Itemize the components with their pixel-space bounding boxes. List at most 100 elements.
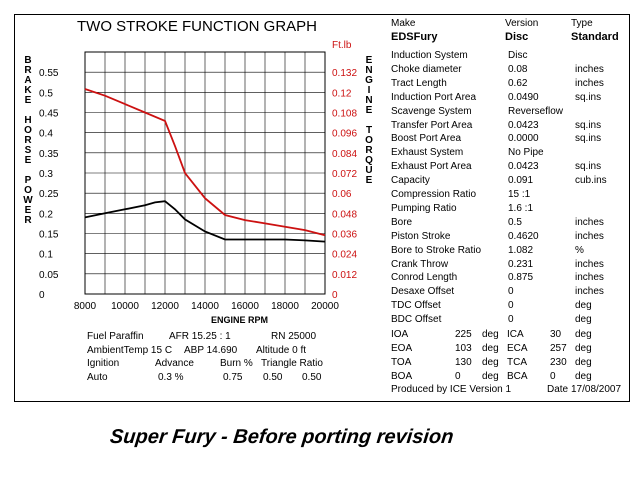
chart-title: TWO STROKE FUNCTION GRAPH xyxy=(77,18,317,35)
ignition-value: Auto xyxy=(87,372,108,383)
spec-value: No Pipe xyxy=(508,147,544,159)
spec-value: 0 xyxy=(508,286,514,298)
type-value: Standard xyxy=(571,31,619,43)
spec-unit: sq.ins xyxy=(575,91,602,103)
spec-unit: inches xyxy=(575,286,604,298)
y-left-title-char: B xyxy=(24,55,32,66)
spec-value: 0.0000 xyxy=(508,133,539,145)
timing-label: ECA xyxy=(507,343,528,354)
y-left-title-char: O xyxy=(24,185,32,196)
spec-value: 0.5 xyxy=(508,216,522,228)
abp-text: ABP 14.690 xyxy=(184,345,238,356)
y-left-title-char: H xyxy=(24,115,32,126)
spec-label: TDC Offset xyxy=(391,300,441,312)
y-right-title-char: N xyxy=(365,65,373,76)
x-axis-label: ENGINE RPM xyxy=(211,315,269,325)
spec-value: 0 xyxy=(508,314,514,326)
type-label: Type xyxy=(571,18,593,29)
spec-value: Reverseflow xyxy=(508,105,564,117)
spec-unit: % xyxy=(575,244,584,256)
timing-value: 103 xyxy=(455,343,472,354)
x-tick-label: 10000 xyxy=(111,301,139,312)
torque-series-line xyxy=(84,88,326,237)
spec-label: Choke diameter xyxy=(391,63,462,75)
advance-value: 0.3 % xyxy=(158,372,184,383)
spec-label: Piston Stroke xyxy=(391,230,451,242)
timing-value: 0 xyxy=(550,371,556,382)
spec-label: Bore xyxy=(391,216,413,228)
y-left-tick-label: 0.45 xyxy=(39,109,59,120)
timing-unit: deg xyxy=(575,329,592,340)
y-right-tick-label: 0.024 xyxy=(332,250,357,261)
y-left-tick-label: 0.15 xyxy=(39,230,59,241)
y-right-title-char: Q xyxy=(365,155,373,166)
y-left-tick-label: 0.1 xyxy=(39,250,53,261)
function-graph: 0 0.05 0.1 0.15 0.2 0.25 0.3 0.35 0.4 0.45 0.5 0.55… xyxy=(39,40,357,312)
y-right-title-char: E xyxy=(365,105,373,116)
timing-label: ICA xyxy=(507,329,524,340)
advance-header: Advance xyxy=(155,358,194,369)
y-left-title-char: E xyxy=(24,205,32,216)
y-right-title-char: E xyxy=(365,55,373,66)
spec-unit: inches xyxy=(575,258,604,270)
y-right-tick-label: 0.132 xyxy=(332,68,357,79)
spec-unit: inches xyxy=(575,230,604,242)
y-right-title-char: N xyxy=(365,95,373,106)
rn-text: RN 25000 xyxy=(271,331,317,342)
y-left-tick-label: 0 xyxy=(39,290,45,301)
spec-value: 0.231 xyxy=(508,258,534,270)
spec-value: 15 :1 xyxy=(508,189,531,200)
y-right-tick-label: 0.108 xyxy=(332,109,357,120)
spec-value: 0.0423 xyxy=(508,119,539,131)
date-value: 17/08/2007 xyxy=(571,384,622,395)
y-left-title-char: S xyxy=(24,145,32,156)
y-left-tick-label: 0.25 xyxy=(39,189,59,200)
afr-text: AFR 15.25 : 1 xyxy=(169,331,231,342)
timing-label: BOA xyxy=(391,371,413,382)
spec-unit: sq.ins xyxy=(575,133,602,145)
y-left-tick-label: 0.5 xyxy=(39,88,53,99)
spec-value: 0.62 xyxy=(508,77,528,89)
timing-value: 230 xyxy=(550,357,567,368)
timing-unit: deg xyxy=(575,371,592,382)
spec-value: 0.4620 xyxy=(508,230,539,242)
y-right-tick-label: 0.036 xyxy=(332,230,357,241)
triangle-ratio-header: Triangle Ratio xyxy=(261,358,323,369)
y-left-tick-label: 0.2 xyxy=(39,209,53,220)
y-right-tick-label: 0.048 xyxy=(332,209,357,220)
x-tick-label: 20000 xyxy=(311,301,339,312)
timing-value: 257 xyxy=(550,343,567,354)
spec-label: Crank Throw xyxy=(391,258,449,270)
x-tick-label: 8000 xyxy=(74,301,97,312)
y-right-tick-label: 0.12 xyxy=(332,88,352,99)
spec-label: Scavenge System xyxy=(391,105,472,117)
y-right-title-char: T xyxy=(365,125,373,136)
x-tick-label: 16000 xyxy=(231,301,259,312)
y-left-title-char: R xyxy=(24,65,32,76)
y-left-tick-label: 0.3 xyxy=(39,169,53,180)
y-right-title-char: R xyxy=(365,145,373,156)
y-left-title-char: A xyxy=(24,75,32,86)
y-right-title-char: E xyxy=(365,175,373,186)
spec-label: Capacity xyxy=(391,175,430,187)
y-left-title-char: W xyxy=(23,195,33,206)
timing-label: TOA xyxy=(391,357,412,368)
spec-value: 0 xyxy=(508,300,514,312)
timing-label: EOA xyxy=(391,343,413,354)
y-left-title-char: E xyxy=(24,95,32,106)
power-series-line xyxy=(84,200,326,243)
caption: Super Fury - Before porting revision xyxy=(108,426,455,448)
spec-label: Tract Length xyxy=(391,77,447,89)
y-left-title-char: R xyxy=(24,135,32,146)
y-right-title-char: U xyxy=(365,165,373,176)
timing-value: 225 xyxy=(455,329,472,340)
y-right-tick-label: 0.072 xyxy=(332,169,357,180)
spec-unit: inches xyxy=(575,216,604,228)
y-left-tick-label: 0.4 xyxy=(39,129,53,140)
y-left-tick-label: 0.35 xyxy=(39,149,59,160)
version-label: Version xyxy=(505,18,539,29)
y-right-tick-label: 0.06 xyxy=(332,189,352,200)
spec-unit: deg xyxy=(575,314,592,326)
spec-label: Transfer Port Area xyxy=(391,119,473,131)
